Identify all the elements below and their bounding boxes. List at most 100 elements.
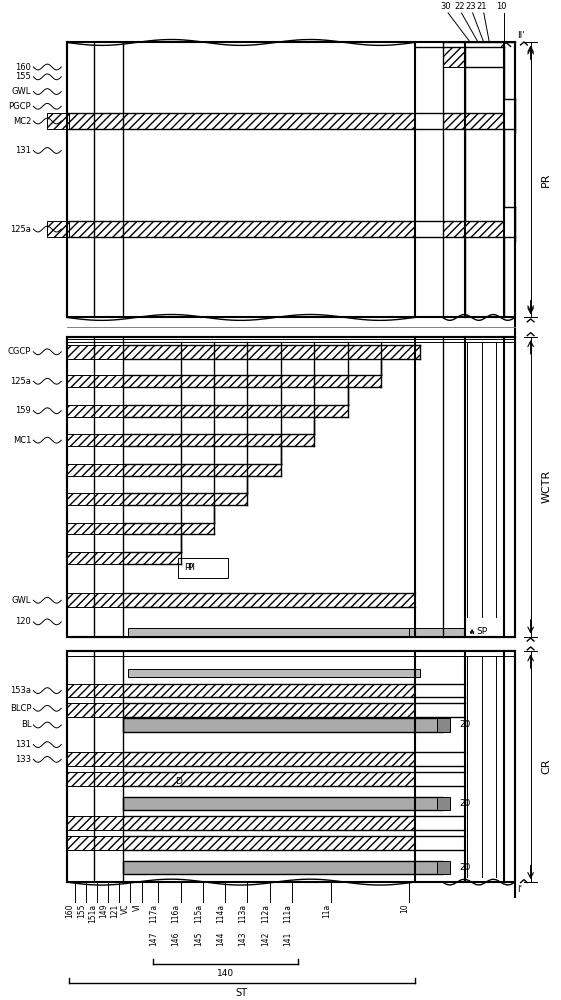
Text: GWL: GWL [12, 596, 31, 605]
Text: 117a: 117a [149, 904, 158, 923]
Bar [67, 337, 515, 637]
Bar [122, 464, 281, 476]
Bar [122, 752, 415, 766]
Bar [67, 221, 415, 237]
Text: PR: PR [541, 173, 551, 187]
Bar [128, 628, 465, 636]
Bar [67, 345, 122, 359]
Bar [67, 552, 122, 564]
Text: MC1: MC1 [13, 436, 31, 445]
Bar [122, 345, 420, 359]
Text: PI: PI [187, 563, 195, 572]
Text: 21: 21 [476, 2, 487, 11]
Bar [122, 816, 415, 830]
Bar [465, 221, 504, 237]
Bar [443, 47, 465, 67]
Text: VC: VC [121, 904, 130, 914]
Bar [67, 434, 122, 446]
Text: 159: 159 [15, 406, 31, 415]
Text: 113a: 113a [238, 904, 247, 923]
Text: 155: 155 [77, 904, 86, 918]
Bar [67, 752, 122, 766]
Text: 23: 23 [465, 2, 476, 11]
Text: 114a: 114a [216, 904, 225, 923]
Bar [122, 718, 443, 732]
Text: I': I' [517, 885, 522, 894]
Bar [67, 42, 515, 317]
Bar [128, 669, 420, 677]
Text: CGCP: CGCP [8, 347, 31, 356]
Bar [67, 772, 122, 786]
Bar [122, 375, 381, 387]
Bar [409, 628, 465, 636]
Text: GWL: GWL [12, 87, 31, 96]
Bar [47, 221, 69, 237]
Bar [122, 434, 314, 446]
Bar [67, 375, 122, 387]
Text: PGCP: PGCP [8, 102, 31, 111]
Bar [67, 651, 515, 882]
Text: 20: 20 [459, 863, 471, 872]
Text: WCTR: WCTR [541, 470, 551, 503]
Bar [122, 593, 415, 607]
Text: 140: 140 [217, 969, 234, 978]
Bar [67, 816, 122, 830]
Text: 10: 10 [496, 2, 507, 11]
Text: 133: 133 [15, 755, 31, 764]
Bar [122, 797, 443, 810]
Bar [67, 836, 122, 850]
Text: 145: 145 [194, 931, 203, 946]
Bar [437, 718, 450, 732]
Bar [122, 836, 415, 850]
Bar [67, 593, 122, 607]
Text: BLCP: BLCP [10, 704, 31, 713]
Text: 160: 160 [15, 63, 31, 72]
Bar [443, 221, 465, 237]
Bar [67, 405, 122, 417]
Text: II': II' [517, 31, 525, 40]
Bar [67, 493, 122, 505]
Text: VI: VI [132, 904, 141, 911]
Text: 20: 20 [459, 799, 471, 808]
Bar [443, 113, 465, 129]
Bar [437, 861, 450, 874]
Bar [122, 523, 214, 534]
Text: 120: 120 [15, 617, 31, 626]
Text: ST: ST [236, 988, 248, 998]
Text: MC2: MC2 [13, 117, 31, 126]
Text: 121: 121 [110, 904, 119, 918]
Text: CR: CR [541, 759, 551, 774]
Text: 10: 10 [400, 904, 409, 913]
Bar [47, 113, 69, 129]
Bar [122, 861, 443, 874]
Text: 11a: 11a [322, 904, 331, 918]
Text: 153a: 153a [10, 686, 31, 695]
Text: 30: 30 [440, 2, 451, 11]
Text: 160: 160 [66, 904, 75, 918]
Bar [67, 523, 122, 534]
Bar [122, 552, 181, 564]
Bar [122, 772, 415, 786]
Text: 141: 141 [283, 931, 292, 946]
Text: 116a: 116a [172, 904, 181, 923]
Text: 146: 146 [172, 931, 181, 946]
Bar [178, 558, 228, 578]
Bar [67, 464, 122, 476]
Bar [67, 113, 415, 129]
Bar [122, 405, 348, 417]
Text: BL: BL [21, 720, 31, 729]
Bar [437, 797, 450, 810]
Text: 20: 20 [459, 720, 471, 729]
Text: 112a: 112a [261, 904, 270, 923]
Text: SP: SP [476, 627, 487, 636]
Bar [122, 493, 247, 505]
Text: 144: 144 [216, 931, 225, 946]
Text: 151a: 151a [88, 904, 97, 923]
Text: 125a: 125a [10, 225, 31, 234]
Text: 155: 155 [15, 72, 31, 81]
Text: 115a: 115a [194, 904, 203, 923]
Text: 142: 142 [261, 931, 270, 946]
Text: 125a: 125a [10, 377, 31, 386]
Bar [122, 684, 415, 697]
Text: 131: 131 [15, 740, 31, 749]
